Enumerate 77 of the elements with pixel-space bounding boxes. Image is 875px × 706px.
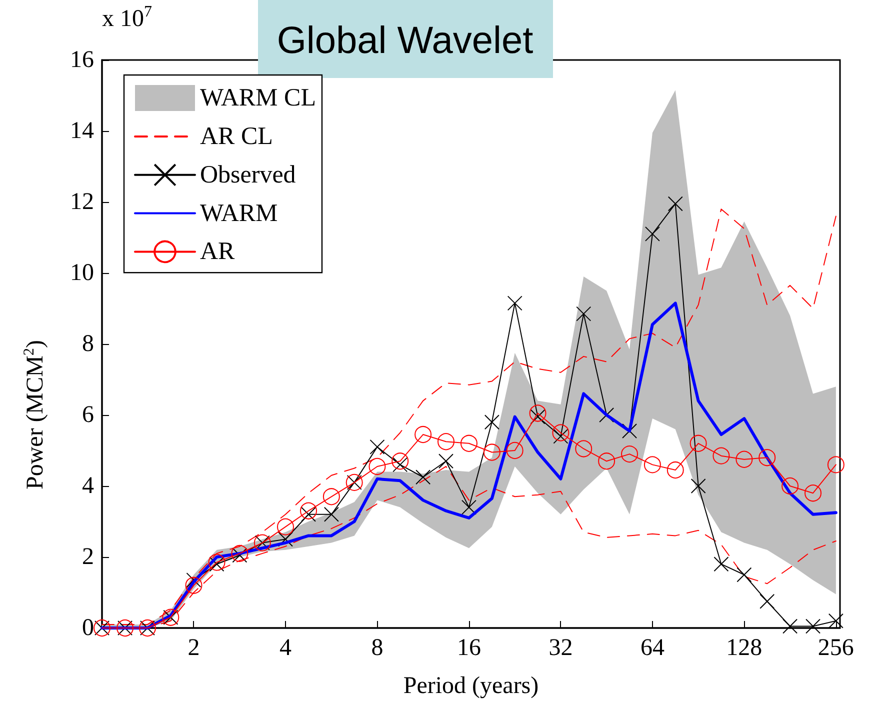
point [416,470,431,485]
point [414,426,432,444]
point [438,454,454,469]
y-tick-label: 16 [70,47,94,73]
y-tick-label: 0 [82,615,94,641]
point [530,409,546,424]
point [736,567,752,582]
x-axis-title: Period (years) [403,673,539,699]
point [644,456,661,474]
point [185,576,202,594]
point [714,556,729,572]
y-tick-label: 8 [82,331,94,357]
point [438,433,454,450]
line-series [100,302,838,630]
legend-label: WARM [200,200,278,227]
point [758,449,776,466]
point [621,446,638,463]
point [322,488,340,506]
point [644,226,660,242]
x-tick-label: 128 [726,635,762,661]
point [507,296,522,311]
point [278,532,293,547]
point [370,439,385,454]
y-tick-label: 12 [70,189,94,215]
point [208,554,226,571]
point [324,506,339,522]
point [552,424,570,442]
point [461,500,476,515]
point [209,556,224,572]
x-tick-label: 32 [548,635,573,661]
y-tick-label: 14 [70,118,94,144]
point [301,506,316,522]
point [806,618,821,634]
point [782,618,798,634]
point [506,442,524,459]
point [575,440,592,458]
x-tick-label: 256 [818,635,854,661]
point [690,478,706,494]
point [804,484,822,502]
point [231,544,248,562]
y-tick-label: 10 [70,260,94,286]
legend-label: AR [200,238,236,266]
point [666,462,684,479]
x-tick-label: 4 [279,635,292,661]
x-tick-label: 8 [371,635,384,661]
point [392,457,408,472]
y-tick-label: 2 [82,544,94,570]
point [576,306,592,322]
point [712,447,730,464]
point [483,444,500,461]
x-tick-label: 64 [640,635,664,661]
x-tick-label: 2 [188,635,200,661]
legend-label: Observed [200,161,296,188]
point [392,452,409,470]
point [782,478,799,494]
chart-title: Global Wavelet [276,20,534,62]
point [484,414,500,430]
point [232,548,248,563]
point [668,196,683,212]
point [553,428,568,444]
x-tick-label: 16 [456,635,481,661]
point [277,518,294,536]
point [827,456,844,474]
legend-label: AR CL [200,123,273,150]
point [529,404,546,422]
y-axis-title: Power (MCM2) [22,340,48,490]
point [828,613,844,628]
point [300,502,318,520]
y-tick-label: 4 [82,473,94,499]
point [368,458,386,475]
point [736,450,753,468]
point [760,594,775,609]
point [690,434,707,452]
point [598,452,616,470]
point [460,434,478,452]
y-tick-label: 6 [82,402,94,428]
legend-label: WARM CL [200,84,316,112]
